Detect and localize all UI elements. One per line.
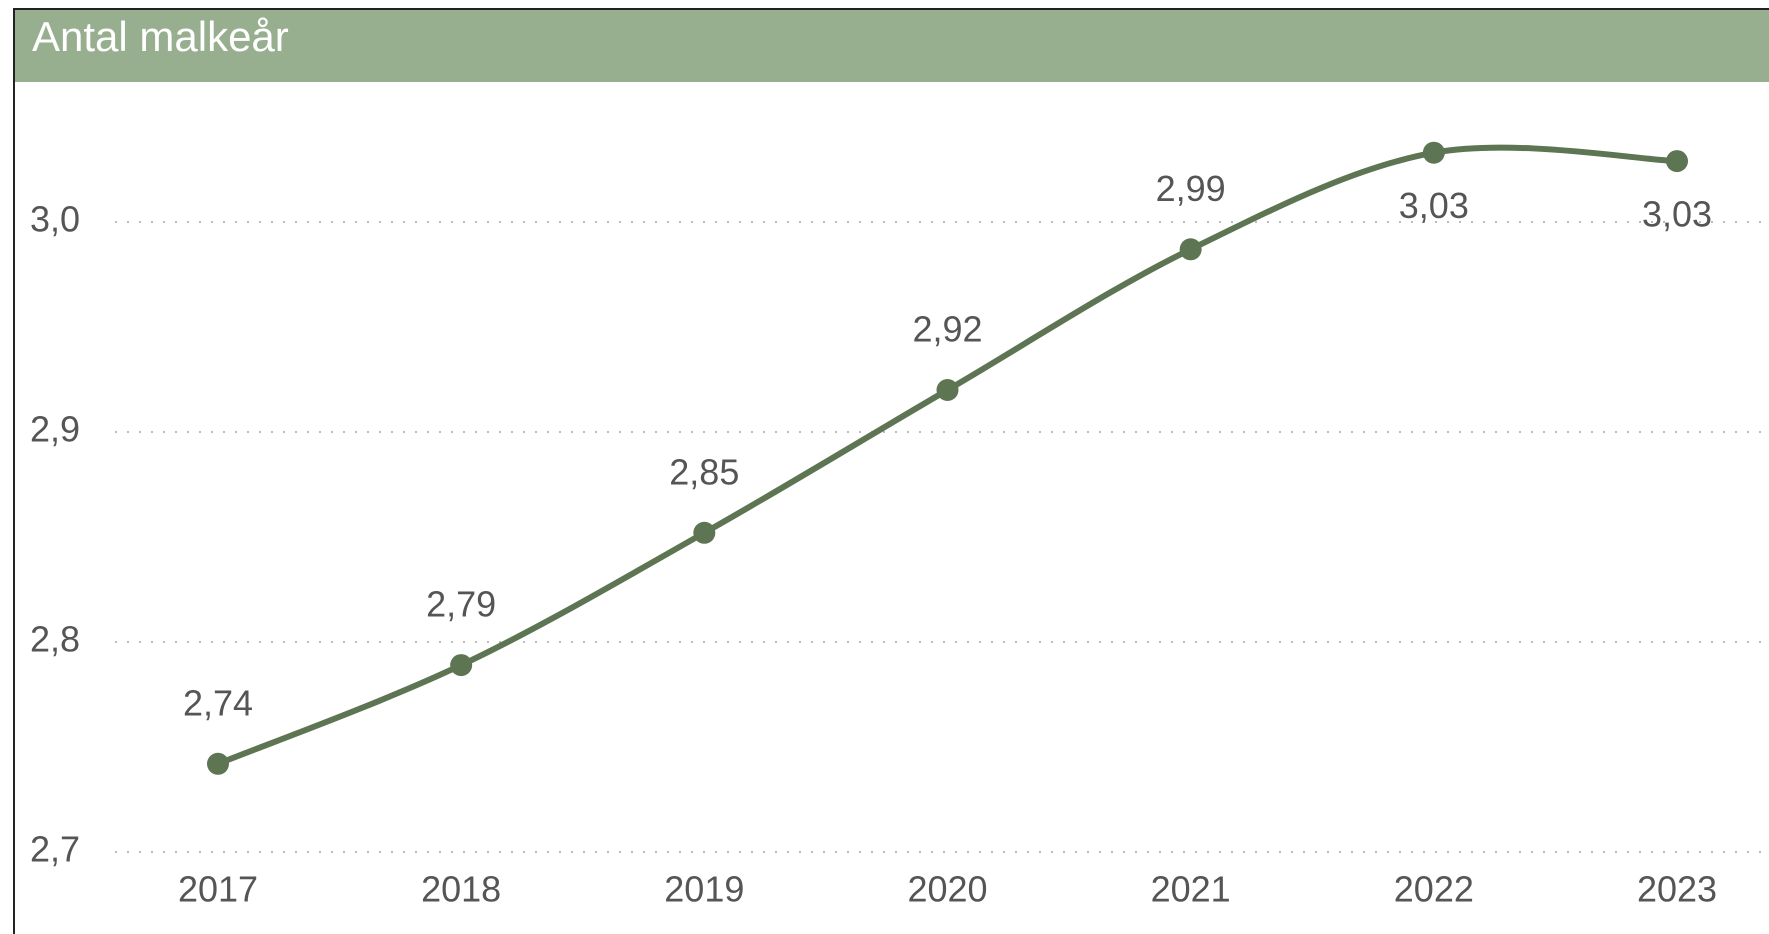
x-tick-label: 2018	[421, 869, 501, 910]
x-tick-label: 2020	[907, 869, 987, 910]
data-label: 2,85	[669, 451, 739, 492]
y-tick-label: 3,0	[30, 199, 80, 240]
point	[1422, 141, 1445, 164]
point	[936, 379, 959, 401]
point	[207, 752, 229, 775]
point	[1666, 150, 1688, 173]
data-label: 3,03	[1399, 185, 1469, 226]
point	[693, 521, 716, 544]
header	[15, 10, 1769, 82]
x-tick-label: 2023	[1637, 869, 1717, 910]
data-label: 3,03	[1642, 194, 1712, 235]
point	[450, 654, 473, 677]
chart-title: Antal malkeår	[32, 13, 289, 60]
data-label: 2,92	[912, 309, 982, 350]
frame	[13, 8, 1769, 934]
point	[1179, 238, 1202, 261]
x-tick-label: 2021	[1151, 869, 1231, 910]
y-tick-label: 2,9	[30, 409, 80, 450]
x-tick-label: 2019	[664, 869, 744, 910]
x-tick-label: 2017	[178, 869, 258, 910]
data-label: 2,74	[183, 682, 253, 723]
y-tick-label: 2,7	[30, 829, 80, 870]
y-tick-label: 2,8	[30, 619, 80, 660]
data-label: 2,99	[1156, 168, 1226, 209]
data-label: 2,79	[426, 584, 496, 625]
x-tick-label: 2022	[1394, 869, 1474, 910]
